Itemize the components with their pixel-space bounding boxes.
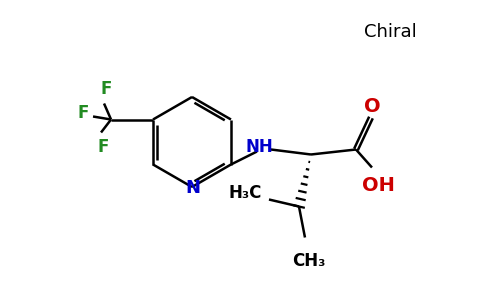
Text: F: F (77, 104, 89, 122)
Text: CH₃: CH₃ (292, 253, 326, 271)
Text: O: O (363, 97, 380, 116)
Text: F: F (97, 137, 109, 155)
Text: OH: OH (362, 176, 394, 195)
Text: Chiral: Chiral (363, 23, 416, 41)
Text: F: F (100, 80, 112, 98)
Text: NH: NH (245, 137, 273, 155)
Text: N: N (185, 179, 200, 197)
Text: H₃C: H₃C (228, 184, 262, 202)
